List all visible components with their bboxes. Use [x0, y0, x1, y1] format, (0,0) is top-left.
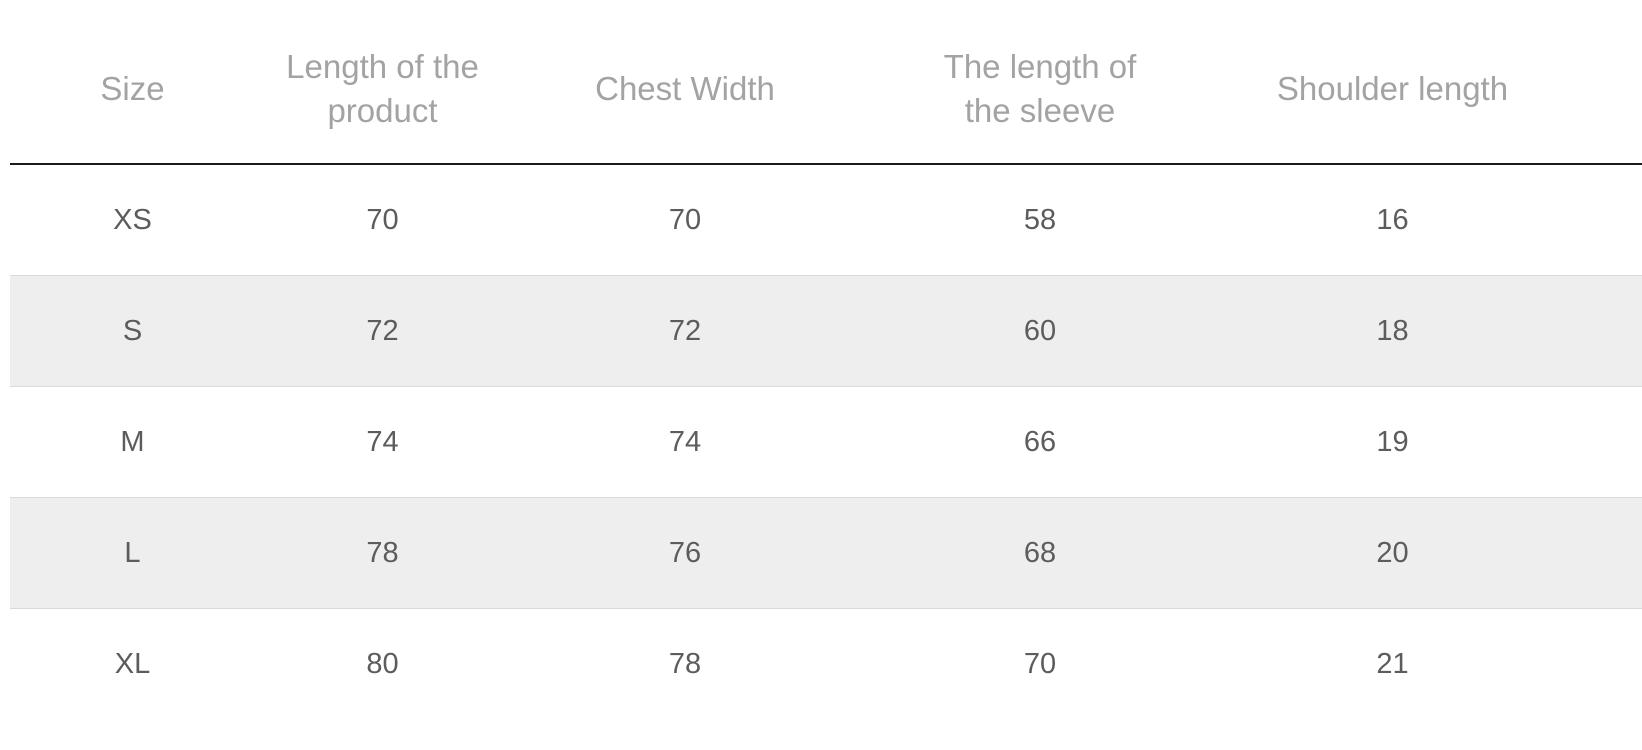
header-sleeve-length-line1: The length of	[943, 47, 1137, 85]
header-chest-width-label: Chest Width	[595, 69, 775, 107]
table-row: M 74 74 66 19	[10, 387, 1642, 498]
header-chest-width: Chest Width	[510, 0, 860, 163]
header-product-length-line1: Length of the	[286, 47, 479, 85]
header-size-label: Size	[100, 69, 165, 107]
header-sleeve-length-line2: the sleeve	[964, 91, 1116, 129]
cell-chest-width: 72	[668, 314, 702, 347]
cell-product-length: 70	[366, 203, 399, 236]
size-chart-table: Size Length of the product Chest Width T…	[10, 0, 1642, 720]
cell-product-length: 78	[366, 536, 399, 569]
table-header-row: Size Length of the product Chest Width T…	[10, 0, 1642, 165]
header-product-length-line2: product	[327, 91, 438, 129]
cell-size: XS	[113, 203, 152, 236]
cell-product-length: 74	[366, 425, 399, 458]
cell-chest-width: 78	[668, 648, 702, 680]
cell-chest-width: 76	[668, 536, 702, 569]
cell-sleeve-length: 70	[1023, 648, 1057, 680]
header-shoulder-length: Shoulder length	[1220, 0, 1565, 163]
cell-sleeve-length: 58	[1023, 203, 1057, 236]
table-row: XS 70 70 58 16	[10, 165, 1642, 276]
cell-product-length: 72	[366, 314, 399, 347]
cell-size: L	[124, 536, 141, 569]
cell-size: M	[120, 425, 145, 458]
table-row: S 72 72 60 18	[10, 276, 1642, 387]
cell-shoulder-length: 18	[1376, 314, 1409, 347]
cell-chest-width: 74	[668, 425, 702, 458]
table-row: XL 80 78 70 21	[10, 609, 1642, 720]
cell-sleeve-length: 60	[1023, 314, 1057, 347]
cell-size: S	[122, 314, 143, 347]
cell-size: XL	[114, 648, 151, 680]
cell-shoulder-length: 20	[1376, 536, 1409, 569]
cell-chest-width: 70	[668, 203, 702, 236]
header-size: Size	[10, 0, 255, 163]
cell-shoulder-length: 16	[1376, 203, 1409, 236]
cell-sleeve-length: 66	[1023, 425, 1057, 458]
header-shoulder-length-label: Shoulder length	[1276, 69, 1509, 107]
cell-sleeve-length: 68	[1023, 536, 1057, 569]
header-product-length: Length of the product	[255, 0, 510, 163]
header-sleeve-length: The length of the sleeve	[860, 0, 1220, 163]
table-row: L 78 76 68 20	[10, 498, 1642, 609]
cell-product-length: 80	[366, 648, 399, 680]
cell-shoulder-length: 19	[1376, 425, 1409, 458]
cell-shoulder-length: 21	[1376, 648, 1409, 680]
